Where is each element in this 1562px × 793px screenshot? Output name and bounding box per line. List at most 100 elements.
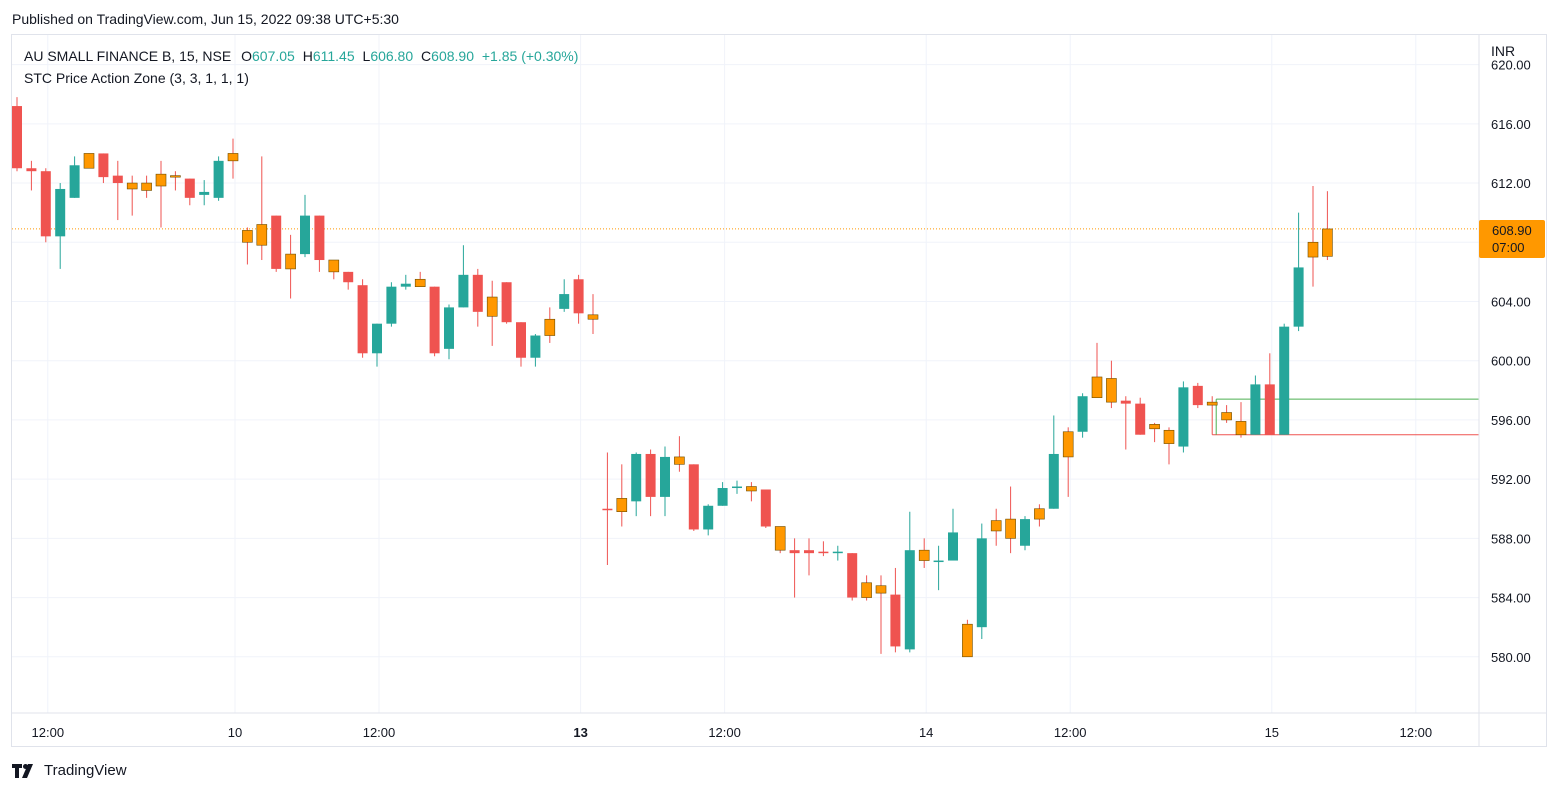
candle-body [1250, 384, 1261, 435]
price-tick-label: 584.00 [1491, 591, 1531, 606]
candle-body [1048, 453, 1059, 509]
candle [1020, 516, 1030, 551]
legend-row-symbol: AU SMALL FINANCE B, 15, NSE O607.05 H611… [24, 45, 578, 67]
candle-body [732, 486, 742, 489]
candle [990, 508, 1002, 546]
candle-body [990, 520, 1002, 532]
candle-body [472, 274, 483, 312]
grid-lines [12, 35, 1479, 713]
candle-body [1264, 384, 1275, 435]
candle [1279, 323, 1290, 435]
time-axis[interactable]: 12:00 10 12:00 13 12:00 14 12:00 15 12:00 [12, 712, 1546, 740]
candle [256, 156, 268, 261]
time-tick-label: 10 [228, 725, 242, 740]
candle [933, 545, 944, 591]
bar-countdown: 07:00 [1492, 240, 1525, 255]
open-label: O [241, 48, 252, 64]
candle [904, 511, 915, 653]
candle [414, 271, 426, 287]
candle-body [516, 322, 526, 358]
candle [472, 268, 483, 327]
candle [155, 160, 167, 228]
candle [1293, 212, 1304, 332]
candle [875, 575, 887, 654]
candle [861, 575, 872, 601]
candle-body [746, 486, 757, 492]
price-tick-label: 592.00 [1491, 472, 1531, 487]
candle-body [1192, 385, 1203, 406]
candle-body [184, 178, 195, 198]
legend: AU SMALL FINANCE B, 15, NSE O607.05 H611… [24, 45, 578, 89]
candle-body [242, 230, 253, 243]
candle-body [372, 323, 382, 354]
candle-body [602, 508, 613, 511]
candle [948, 508, 958, 561]
candle [271, 215, 282, 272]
candle-body [486, 296, 498, 317]
time-tick-label: 14 [919, 725, 933, 740]
candle-body [832, 551, 843, 554]
candle [918, 538, 930, 568]
candle-body [631, 453, 642, 502]
candle-body [400, 283, 411, 287]
candle-body [414, 278, 426, 287]
time-tick-label: 12:00 [1054, 725, 1087, 740]
price-axis[interactable]: 580.00 584.00 588.00 592.00 596.00 600.00 604.… [1478, 35, 1531, 746]
candle-body [256, 224, 268, 246]
candle [12, 97, 22, 172]
candle-body [1034, 508, 1045, 520]
symbol-label[interactable]: AU SMALL FINANCE B, 15, NSE [24, 48, 232, 64]
candle [343, 271, 354, 290]
candle [530, 334, 541, 367]
time-tick-label: 12:00 [708, 725, 741, 740]
price-tick-label: 604.00 [1491, 294, 1531, 309]
candle [573, 274, 584, 324]
candle [1206, 396, 1218, 435]
time-tick-label: 12:00 [32, 725, 65, 740]
candle-body [660, 456, 670, 497]
candle [1120, 396, 1131, 450]
indicator-label[interactable]: STC Price Action Zone (3, 3, 1, 1, 1) [24, 70, 249, 86]
candle [1149, 422, 1160, 443]
candle-body [112, 175, 123, 184]
candle-body [948, 532, 958, 561]
candle [1264, 353, 1275, 435]
candle-body [789, 550, 800, 554]
chart-frame[interactable] [11, 34, 1547, 747]
candle-body [1005, 518, 1016, 539]
candle [40, 168, 51, 243]
candle [429, 286, 440, 357]
candle-body [141, 182, 152, 191]
candle-body [587, 314, 599, 320]
candle-body [83, 153, 95, 169]
candle [1178, 381, 1189, 453]
candle-body [559, 294, 570, 309]
candle [688, 464, 699, 531]
footer-brand: TradingView [12, 762, 127, 779]
candle-body [976, 538, 987, 628]
candle [227, 138, 239, 179]
candle [112, 160, 123, 221]
candle [213, 156, 224, 201]
candle [1077, 393, 1088, 438]
price-tick-label: 600.00 [1491, 354, 1531, 369]
candle-body [717, 488, 728, 506]
candle-body [227, 153, 239, 162]
candle-body [300, 215, 310, 255]
price-tick-label: 616.00 [1491, 117, 1531, 132]
candle [400, 274, 411, 290]
candle-body [544, 318, 556, 336]
change-value: +1.85 (+0.30%) [481, 48, 579, 64]
candle [328, 259, 340, 280]
candle [1235, 402, 1247, 438]
candle [804, 538, 814, 576]
candle-body [429, 286, 440, 354]
candle-body [1322, 228, 1333, 257]
candle-body [170, 175, 181, 178]
candle [602, 452, 613, 565]
candle-body [1077, 396, 1088, 432]
candle [760, 489, 771, 528]
candle-body [573, 279, 584, 314]
candle [1034, 504, 1045, 527]
